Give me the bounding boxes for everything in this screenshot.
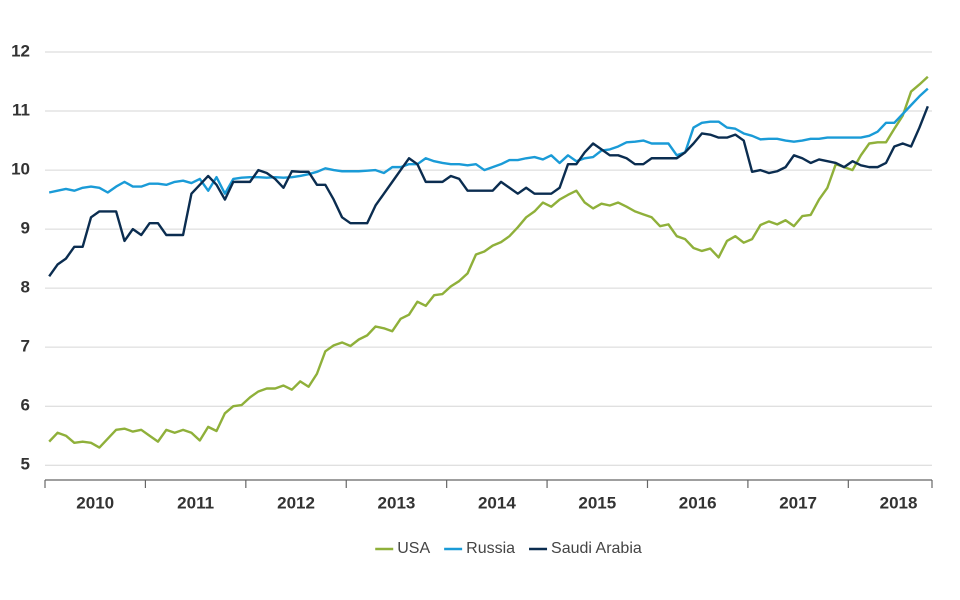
series-line (48, 105, 929, 278)
x-tick-label: 2015 (578, 493, 616, 512)
y-tick-label: 10 (11, 160, 30, 179)
legend-label: Russia (466, 540, 515, 557)
axes: 5 6 7 8 9 10 11 12 2010 2011 2012 2013 2014 2015 2016 2… (11, 41, 933, 512)
y-tick-label: 8 (21, 278, 30, 297)
y-tick-label: 6 (21, 396, 30, 415)
y-tick-label: 9 (21, 219, 30, 238)
series-line (48, 87, 929, 195)
plot (48, 75, 929, 449)
x-tick-label: 2014 (478, 493, 516, 512)
legend-item: Saudi Arabia (529, 540, 642, 557)
x-tick-label: 2018 (880, 493, 918, 512)
series-line (48, 75, 929, 449)
y-tick-label: 7 (21, 337, 30, 356)
x-tick-label: 2017 (779, 493, 817, 512)
legend-label: Saudi Arabia (551, 540, 642, 557)
legend-item: Russia (444, 540, 515, 557)
x-tick-label: 2016 (679, 493, 717, 512)
x-tick-label: 2012 (277, 493, 315, 512)
y-tick-label: 11 (12, 101, 30, 120)
x-tick-label: 2013 (378, 493, 416, 512)
x-tick-label: 2010 (76, 493, 114, 512)
y-tick-label: 5 (21, 455, 30, 474)
x-tick-label: 2011 (177, 493, 214, 512)
legend-label: USA (397, 540, 430, 557)
legend-item: USA (375, 540, 430, 557)
legend: USA Russia Saudi Arabia (375, 540, 642, 557)
grid (45, 51, 932, 466)
y-tick-label: 12 (11, 41, 30, 60)
